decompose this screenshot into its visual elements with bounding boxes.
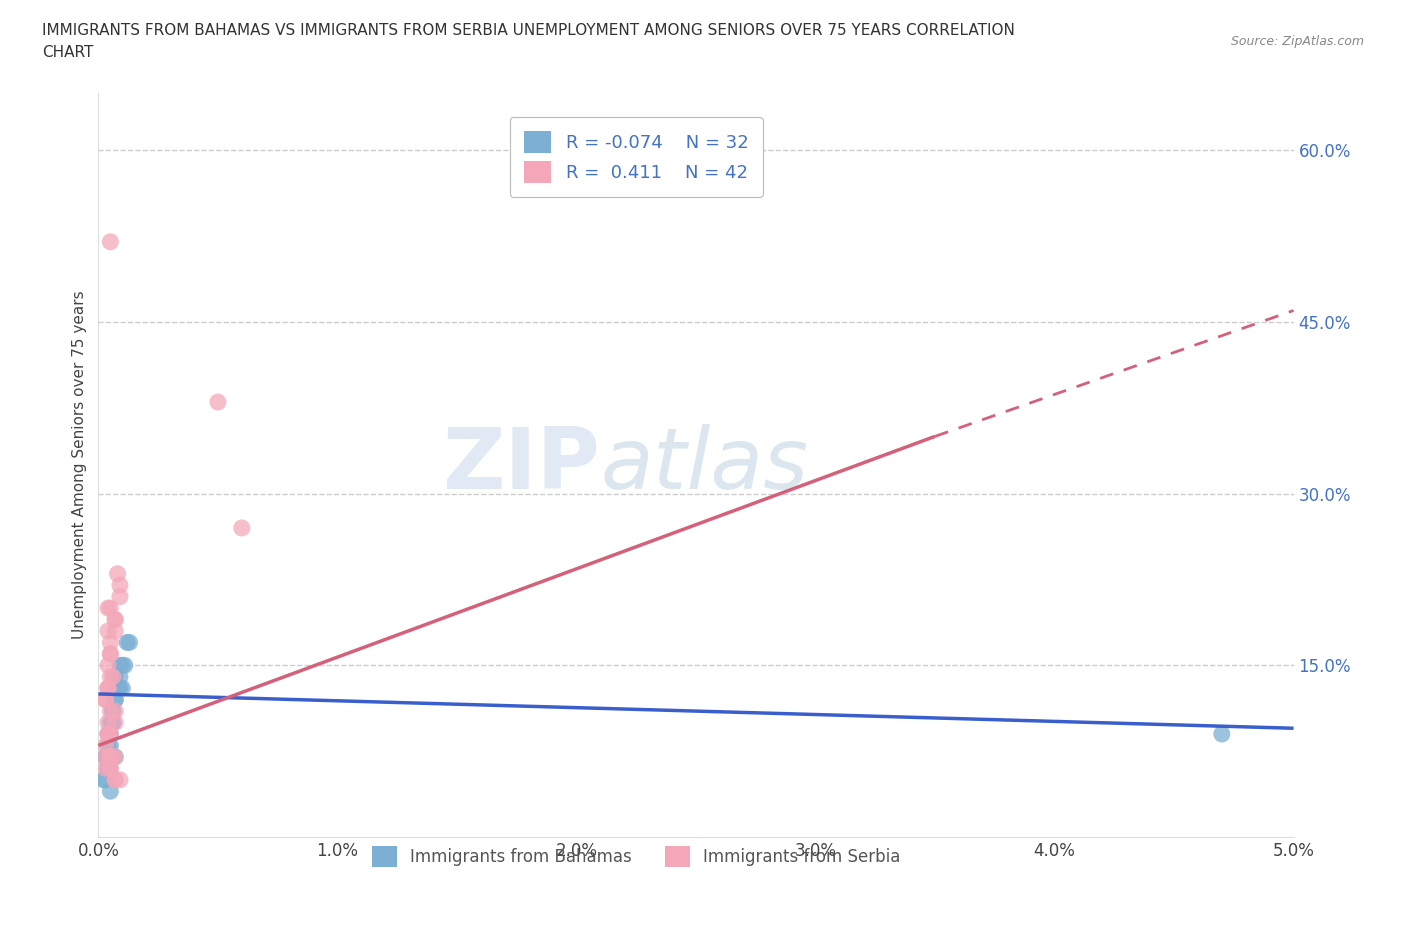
Point bbox=[104, 704, 127, 719]
Point bbox=[231, 521, 253, 536]
Point bbox=[94, 692, 117, 707]
Point bbox=[98, 646, 122, 661]
Point bbox=[94, 750, 117, 764]
Point bbox=[101, 715, 124, 730]
Y-axis label: Unemployment Among Seniors over 75 years: Unemployment Among Seniors over 75 years bbox=[72, 291, 87, 639]
Point bbox=[98, 704, 122, 719]
Point bbox=[108, 590, 131, 604]
Point bbox=[107, 681, 129, 696]
Point bbox=[98, 726, 122, 741]
Point bbox=[104, 715, 127, 730]
Text: CHART: CHART bbox=[42, 45, 94, 60]
Point bbox=[98, 670, 122, 684]
Point bbox=[111, 681, 134, 696]
Point bbox=[104, 772, 127, 787]
Point bbox=[104, 612, 127, 627]
Point bbox=[107, 681, 129, 696]
Point bbox=[101, 704, 124, 719]
Text: ZIP: ZIP bbox=[443, 423, 600, 507]
Text: IMMIGRANTS FROM BAHAMAS VS IMMIGRANTS FROM SERBIA UNEMPLOYMENT AMONG SENIORS OVE: IMMIGRANTS FROM BAHAMAS VS IMMIGRANTS FR… bbox=[42, 23, 1015, 38]
Point bbox=[97, 761, 120, 776]
Point bbox=[97, 623, 120, 638]
Point bbox=[98, 784, 122, 799]
Legend: Immigrants from Bahamas, Immigrants from Serbia: Immigrants from Bahamas, Immigrants from… bbox=[366, 840, 907, 873]
Point bbox=[98, 635, 122, 650]
Point bbox=[97, 601, 120, 616]
Point bbox=[97, 738, 120, 753]
Point bbox=[94, 692, 117, 707]
Point bbox=[98, 761, 122, 776]
Point bbox=[91, 772, 114, 787]
Point bbox=[118, 635, 141, 650]
Point bbox=[114, 658, 136, 672]
Point bbox=[1211, 726, 1233, 741]
Point bbox=[98, 234, 122, 249]
Point bbox=[98, 715, 122, 730]
Text: atlas: atlas bbox=[600, 423, 808, 507]
Point bbox=[104, 750, 127, 764]
Point bbox=[97, 726, 120, 741]
Point bbox=[107, 681, 129, 696]
Point bbox=[104, 692, 127, 707]
Point bbox=[98, 726, 122, 741]
Point bbox=[94, 750, 117, 764]
Point bbox=[108, 658, 131, 672]
Point bbox=[101, 715, 124, 730]
Point bbox=[111, 658, 134, 672]
Text: Source: ZipAtlas.com: Source: ZipAtlas.com bbox=[1230, 35, 1364, 48]
Point bbox=[94, 750, 117, 764]
Point bbox=[104, 612, 127, 627]
Point bbox=[94, 772, 117, 787]
Point bbox=[115, 635, 138, 650]
Point bbox=[104, 692, 127, 707]
Point bbox=[108, 670, 131, 684]
Point bbox=[94, 738, 117, 753]
Point bbox=[107, 566, 129, 581]
Point bbox=[108, 681, 131, 696]
Point bbox=[97, 715, 120, 730]
Point bbox=[101, 670, 124, 684]
Point bbox=[94, 761, 117, 776]
Point bbox=[97, 681, 120, 696]
Point bbox=[108, 578, 131, 592]
Point bbox=[97, 681, 120, 696]
Point bbox=[101, 704, 124, 719]
Point bbox=[104, 670, 127, 684]
Point bbox=[98, 601, 122, 616]
Point bbox=[98, 761, 122, 776]
Point bbox=[98, 750, 122, 764]
Point bbox=[98, 750, 122, 764]
Point bbox=[104, 623, 127, 638]
Point bbox=[108, 772, 131, 787]
Point bbox=[104, 750, 127, 764]
Point bbox=[104, 772, 127, 787]
Point bbox=[98, 750, 122, 764]
Point bbox=[207, 394, 229, 409]
Point bbox=[97, 761, 120, 776]
Point bbox=[97, 726, 120, 741]
Point bbox=[97, 681, 120, 696]
Point bbox=[98, 646, 122, 661]
Point bbox=[97, 658, 120, 672]
Point bbox=[98, 738, 122, 753]
Point bbox=[97, 726, 120, 741]
